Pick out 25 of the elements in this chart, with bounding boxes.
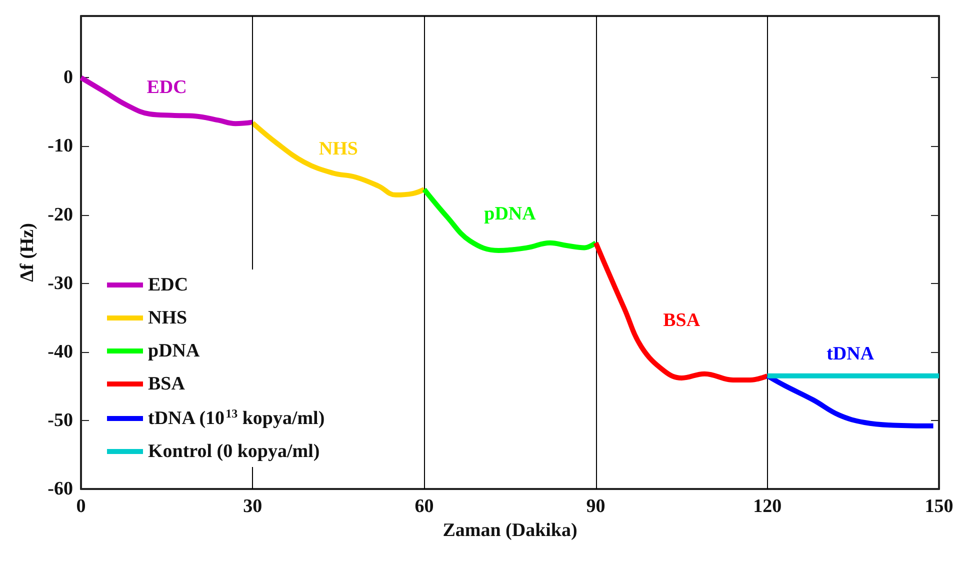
y-tick-label: -30: [48, 272, 73, 294]
x-axis-title: Zaman (Dakika): [442, 520, 578, 541]
annotation: pDNA: [484, 204, 536, 225]
y-axis-title: Δf (Hz): [16, 223, 38, 282]
legend-label: pDNA: [148, 340, 200, 362]
legend-label: Kontrol (0 kopya/ml): [148, 441, 320, 462]
legend-label: EDC: [148, 274, 188, 296]
x-tick-label: 60: [414, 496, 434, 517]
y-tick-label: -50: [48, 410, 73, 431]
y-tick-label: -20: [48, 204, 73, 226]
annotation: EDC: [146, 77, 187, 98]
x-tick-label: 30: [243, 496, 262, 517]
x-tick-label: 0: [76, 496, 86, 517]
y-tick-label: 0: [64, 67, 73, 88]
y-tick-label: -60: [48, 478, 73, 500]
legend-label: BSA: [148, 374, 186, 394]
annotation: BSA: [663, 310, 700, 332]
annotation: tDNA: [826, 343, 874, 364]
x-tick-label: 120: [753, 496, 782, 517]
x-tick-label: 90: [586, 496, 606, 517]
y-tick-label: -40: [48, 341, 73, 362]
annotation: NHS: [318, 138, 358, 160]
legend-label: NHS: [148, 308, 188, 328]
x-tick-label: 150: [924, 496, 954, 517]
y-tick-label: -10: [48, 136, 73, 157]
